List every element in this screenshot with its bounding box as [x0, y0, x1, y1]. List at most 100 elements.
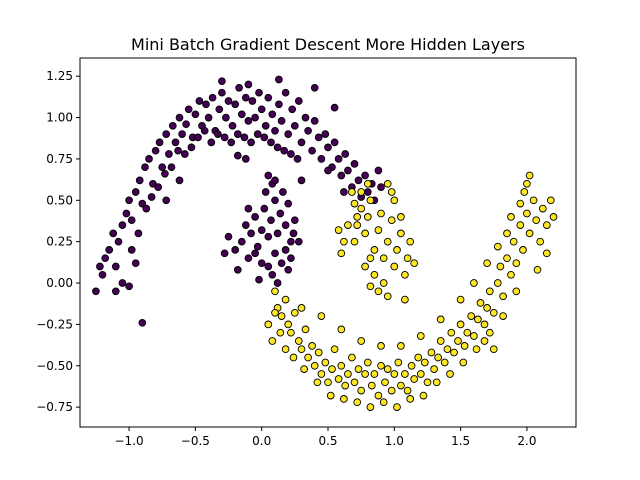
x-tick-label: 0.0	[252, 434, 271, 448]
y-tick-label: 0.00	[46, 276, 73, 290]
data-point-class-1	[324, 378, 332, 387]
data-point-class-0	[214, 130, 222, 138]
data-point-class-0	[280, 146, 289, 155]
data-point-class-0	[182, 120, 190, 129]
y-tick-label: −0.75	[36, 400, 73, 414]
data-point-class-1	[397, 213, 405, 221]
x-tick-label: 1.5	[451, 434, 470, 448]
data-point-class-1	[401, 370, 409, 378]
data-point-class-0	[167, 163, 176, 172]
data-point-class-1	[326, 391, 335, 400]
data-point-class-0	[240, 133, 249, 142]
data-point-class-0	[324, 143, 332, 152]
data-point-class-0	[200, 126, 209, 135]
data-point-class-1	[434, 353, 442, 362]
data-point-class-1	[532, 216, 541, 225]
data-point-class-0	[257, 226, 266, 234]
data-point-class-0	[208, 93, 217, 102]
data-point-class-1	[474, 315, 482, 324]
data-point-class-1	[489, 345, 498, 354]
data-point-class-1	[387, 386, 396, 395]
data-point-class-0	[264, 171, 273, 180]
data-point-class-1	[483, 304, 491, 312]
data-point-class-1	[525, 229, 534, 238]
data-point-class-1	[519, 246, 527, 254]
data-point-class-1	[393, 246, 401, 254]
data-point-class-1	[523, 179, 531, 188]
data-point-class-1	[401, 270, 409, 279]
data-point-class-0	[241, 221, 250, 229]
data-point-class-0	[228, 121, 237, 130]
data-point-class-1	[460, 342, 469, 350]
data-point-class-0	[184, 105, 193, 114]
data-point-class-0	[261, 188, 270, 196]
data-point-class-1	[447, 328, 456, 337]
data-point-class-0	[260, 133, 269, 142]
data-point-class-0	[253, 242, 262, 251]
data-point-class-1	[512, 287, 521, 296]
x-tick-label: −1.0	[114, 434, 143, 448]
data-point-class-1	[507, 213, 515, 221]
data-point-class-1	[357, 204, 366, 213]
data-point-class-0	[125, 282, 133, 291]
data-point-class-0	[363, 188, 372, 196]
data-point-class-1	[493, 279, 502, 287]
data-point-class-1	[341, 381, 350, 390]
data-point-class-0	[321, 130, 330, 138]
data-point-class-1	[377, 361, 385, 370]
data-point-class-1	[529, 196, 538, 205]
data-point-class-0	[187, 143, 196, 152]
data-point-class-1	[463, 328, 472, 337]
data-point-class-1	[390, 370, 399, 378]
data-point-class-0	[284, 265, 293, 274]
x-tick-label: −0.5	[181, 434, 210, 448]
data-point-class-1	[472, 345, 481, 354]
data-point-class-0	[138, 318, 147, 327]
data-point-class-0	[215, 105, 224, 114]
data-point-class-0	[241, 155, 250, 163]
data-point-class-0	[284, 199, 293, 208]
data-point-class-0	[334, 155, 343, 163]
data-point-class-1	[499, 312, 507, 320]
data-point-class-1	[374, 287, 383, 296]
data-point-class-0	[287, 150, 295, 158]
data-point-class-1	[363, 179, 372, 188]
data-point-class-0	[310, 83, 319, 92]
data-point-class-1	[363, 358, 372, 367]
data-point-class-0	[253, 130, 262, 138]
data-point-class-0	[118, 221, 127, 229]
data-point-class-1	[340, 237, 348, 246]
data-point-class-0	[330, 103, 339, 112]
data-point-class-1	[538, 204, 547, 213]
data-point-class-0	[271, 196, 279, 205]
data-point-class-1	[440, 358, 449, 367]
data-point-class-1	[390, 196, 399, 205]
data-point-class-1	[353, 221, 362, 229]
data-point-class-1	[480, 320, 489, 329]
data-point-class-0	[241, 93, 250, 102]
data-point-class-1	[383, 365, 392, 373]
data-point-class-0	[257, 259, 266, 268]
data-point-class-1	[393, 403, 401, 411]
data-point-class-1	[467, 312, 476, 320]
x-tick-label: 1.0	[385, 434, 404, 448]
data-point-class-0	[293, 155, 302, 163]
data-point-class-0	[290, 121, 299, 130]
data-point-class-1	[350, 378, 359, 387]
data-point-class-0	[287, 254, 295, 263]
data-point-class-0	[314, 133, 323, 142]
data-point-class-1	[361, 229, 369, 238]
data-point-class-0	[264, 93, 273, 102]
data-point-class-0	[244, 117, 253, 125]
plot-frame	[79, 57, 577, 428]
data-point-class-0	[222, 113, 230, 122]
data-point-class-0	[111, 262, 120, 271]
data-point-class-0	[374, 166, 383, 175]
data-point-class-1	[328, 365, 336, 373]
data-point-class-1	[430, 365, 438, 373]
data-point-class-0	[304, 126, 312, 135]
data-point-class-0	[195, 97, 204, 105]
data-point-class-0	[308, 146, 316, 155]
data-point-class-1	[406, 395, 415, 403]
